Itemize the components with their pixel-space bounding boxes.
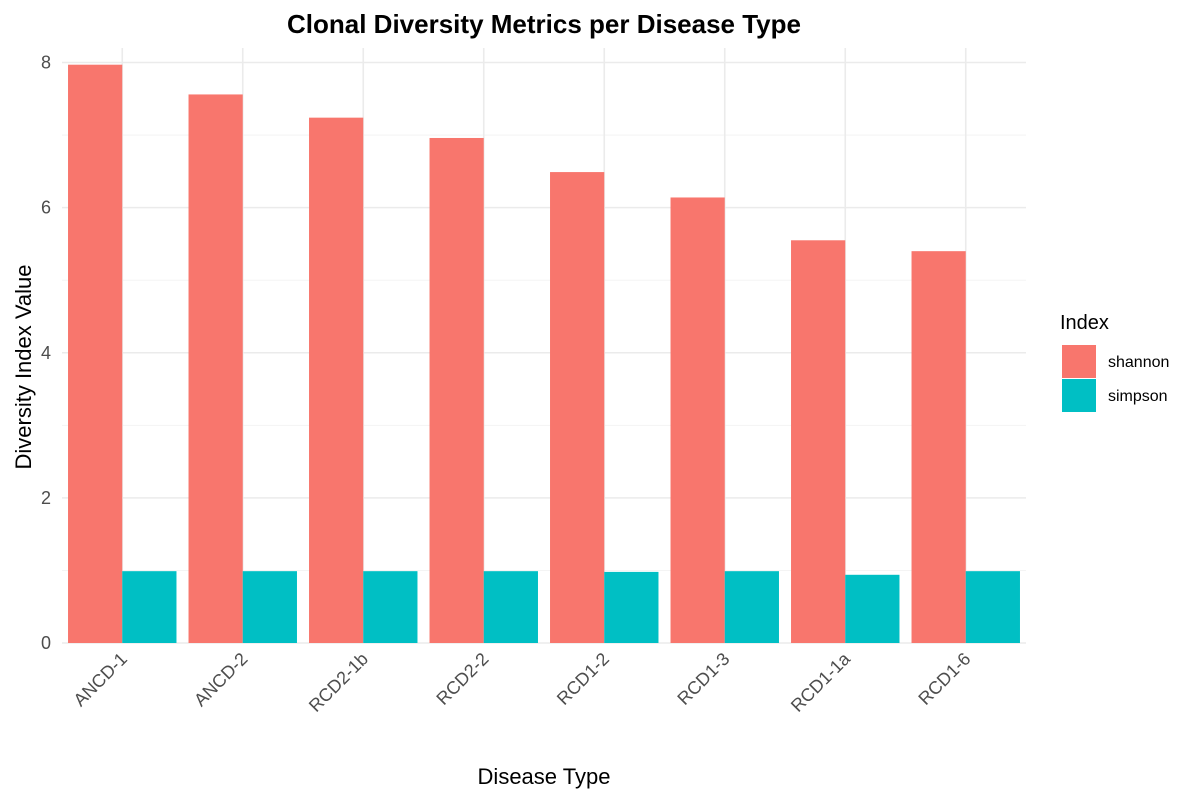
legend-title: Index (1060, 312, 1109, 334)
y-axis: 0 2 4 6 8 (41, 53, 51, 653)
x-axis: ANCD-1 ANCD-2 RCD2-1b RCD2-2 RCD1-2 RCD1-3 RCD… (70, 648, 975, 716)
bar-simpson-RCD2-1b (363, 571, 418, 643)
y-tick-label: 4 (41, 343, 51, 363)
bar-simpson-RCD1-6 (965, 571, 1020, 643)
legend-key-simpson (1062, 379, 1096, 412)
bar-simpson-RCD1-1a (845, 574, 900, 643)
chart-title: Clonal Diversity Metrics per Disease Typ… (287, 9, 801, 39)
bar-simpson-RCD1-3 (724, 571, 779, 643)
x-tick-label: RCD2-1b (305, 649, 372, 716)
bar-simpson-ANCD-2 (242, 571, 297, 643)
bar-simpson-RCD2-2 (483, 571, 538, 643)
x-tick-label: RCD1-6 (914, 649, 974, 709)
x-axis-title: Disease Type (478, 764, 611, 789)
bar-shannon-RCD1-3 (670, 197, 725, 643)
y-tick-label: 2 (41, 488, 51, 508)
y-tick-label: 6 (41, 198, 51, 218)
y-axis-title: Diversity Index Value (11, 264, 36, 469)
bar-shannon-RCD2-1b (309, 117, 364, 643)
bar-shannon-RCD1-6 (911, 251, 966, 644)
x-tick-label: RCD1-1a (787, 648, 855, 716)
y-tick-label: 8 (41, 53, 51, 73)
x-tick-label: RCD1-3 (673, 649, 733, 709)
legend: Index shannon simpson (1060, 312, 1169, 412)
legend-label-simpson: simpson (1108, 388, 1168, 405)
legend-key-shannon (1062, 345, 1096, 378)
bar-shannon-RCD1-2 (550, 172, 605, 643)
x-tick-label: RCD1-2 (553, 649, 613, 709)
x-tick-label: ANCD-1 (70, 649, 132, 711)
bar-shannon-RCD1-1a (791, 240, 846, 643)
x-tick-label: ANCD-2 (190, 649, 252, 711)
bar-simpson-ANCD-1 (122, 571, 177, 643)
bar-shannon-RCD2-2 (429, 137, 484, 643)
bar-shannon-ANCD-1 (68, 64, 123, 643)
y-tick-label: 0 (41, 633, 51, 653)
bar-shannon-ANCD-2 (188, 94, 243, 643)
bar-simpson-RCD1-2 (604, 571, 659, 643)
x-tick-label: RCD2-2 (432, 649, 492, 709)
bars (68, 64, 1020, 644)
legend-label-shannon: shannon (1108, 354, 1169, 371)
